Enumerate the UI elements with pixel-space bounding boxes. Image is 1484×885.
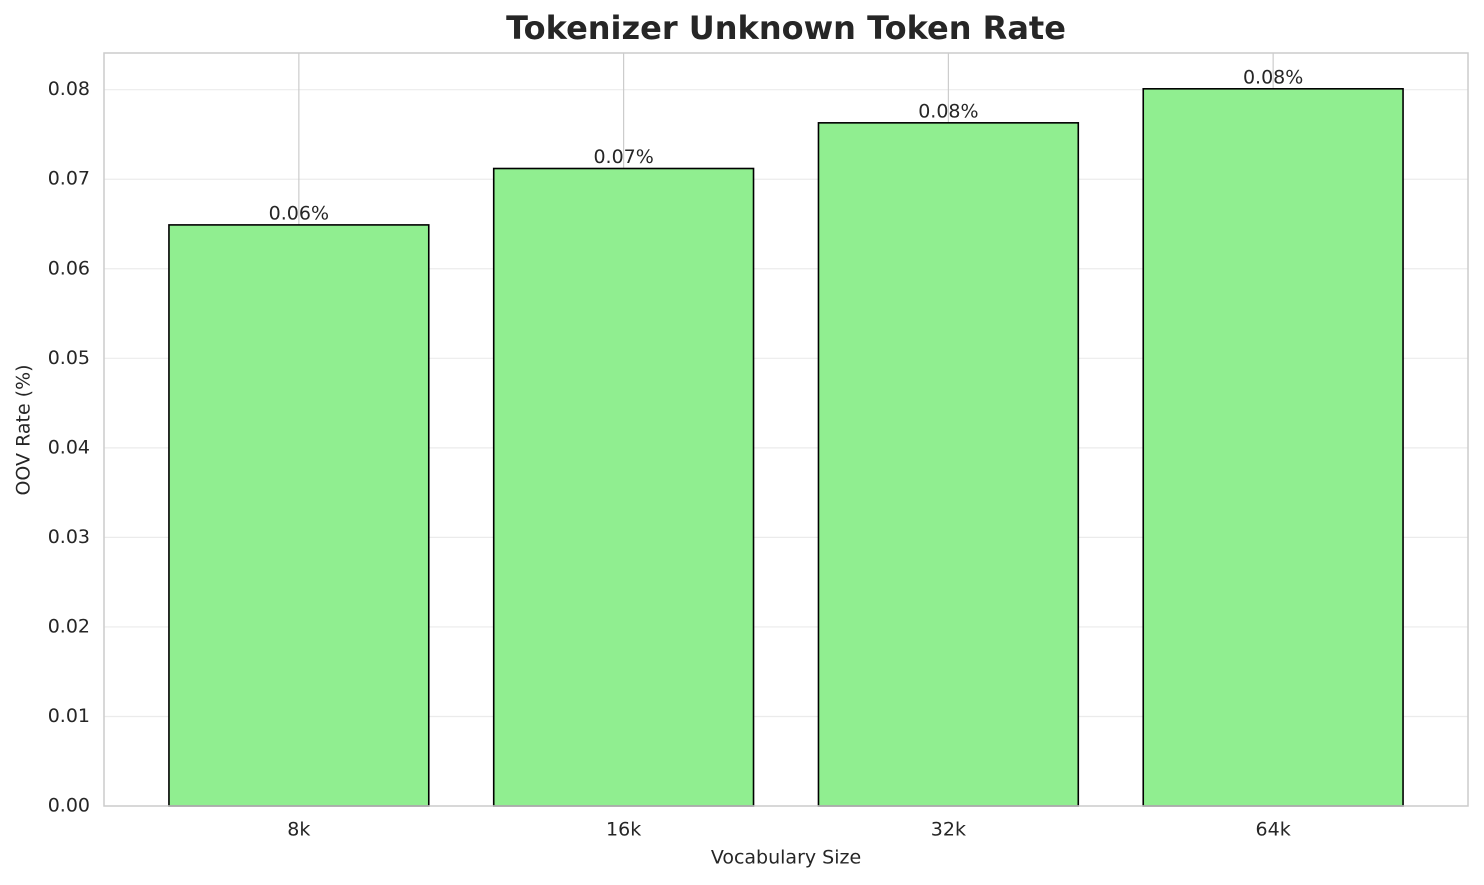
value-label: 0.07% [593, 146, 653, 168]
y-tick-label: 0.06 [48, 257, 90, 279]
y-tick-label: 0.05 [48, 347, 90, 369]
y-tick-label: 0.04 [48, 436, 90, 458]
chart-title: Tokenizer Unknown Token Rate [506, 9, 1066, 47]
y-tick-label: 0.08 [48, 78, 90, 100]
value-label: 0.08% [1243, 66, 1303, 88]
plot-frame [103, 52, 1469, 807]
bar [168, 224, 430, 807]
y-tick-label: 0.01 [48, 705, 90, 727]
x-tick-label: 32k [931, 819, 966, 841]
x-tick-label: 8k [287, 819, 310, 841]
x-axis-label: Vocabulary Size [711, 847, 861, 869]
bar [1142, 88, 1404, 807]
value-label: 0.08% [918, 100, 978, 122]
y-tick-label: 0.03 [48, 526, 90, 548]
y-tick-label: 0.02 [48, 615, 90, 637]
x-tick-label: 16k [606, 819, 641, 841]
x-tick-label: 64k [1256, 819, 1291, 841]
y-axis-label: OOV Rate (%) [13, 364, 35, 495]
bar [492, 167, 755, 807]
bar [817, 122, 1080, 807]
y-tick-label: 0.07 [48, 168, 90, 190]
y-tick-label: 0.00 [48, 795, 90, 817]
value-label: 0.06% [269, 202, 329, 224]
